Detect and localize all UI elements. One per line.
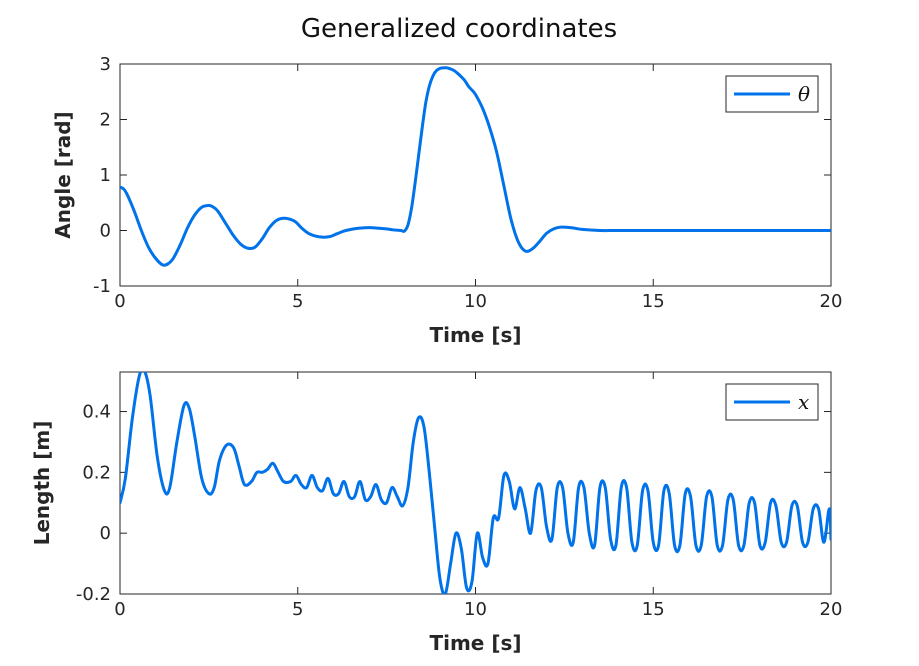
chart-1-ytick-label: 0 (100, 523, 111, 544)
chart-1-ytick-label: 0.4 (82, 402, 111, 423)
chart-0-ytick-label: -1 (93, 276, 111, 297)
chart-1-xtick-label: 20 (820, 599, 843, 620)
chart-0-ytick-label: 1 (100, 165, 111, 186)
chart-0-ylabel: Angle [rad] (51, 111, 75, 238)
chart-0-legend-label: θ (798, 82, 810, 106)
chart-0-series-line (120, 66, 831, 267)
chart-1-ylabel: Length [m] (30, 421, 54, 546)
chart-1-ytick-label: -0.2 (76, 584, 111, 605)
chart-1-xtick-label: 0 (114, 599, 125, 620)
chart-0-xtick-label: 15 (642, 291, 665, 312)
chart-0-ytick-label: 0 (100, 221, 111, 242)
chart-1-xtick-label: 10 (464, 599, 487, 620)
chart-1-series-line (120, 372, 831, 594)
chart-1-legend-label: x (798, 390, 809, 414)
chart-1-legend: x (725, 383, 819, 421)
chart-1-xtick-label: 15 (642, 599, 665, 620)
chart-0-xtick-label: 0 (114, 291, 125, 312)
chart-0-ytick-label: 2 (100, 110, 111, 131)
chart-0-xtick-label: 10 (464, 291, 487, 312)
chart-0-xtick-label: 5 (292, 291, 303, 312)
chart-1-xtick-label: 5 (292, 599, 303, 620)
chart-1-xlabel: Time [s] (429, 631, 521, 655)
figure-title: Generalized coordinates (301, 14, 617, 44)
chart-0-xtick-label: 20 (820, 291, 843, 312)
chart-0-legend: θ (725, 75, 819, 113)
chart-1-ytick-label: 0.2 (82, 462, 111, 483)
chart-0-plot-area (119, 63, 832, 287)
chart-0-ytick-label: 3 (100, 54, 111, 75)
chart-0-xlabel: Time [s] (429, 323, 521, 347)
